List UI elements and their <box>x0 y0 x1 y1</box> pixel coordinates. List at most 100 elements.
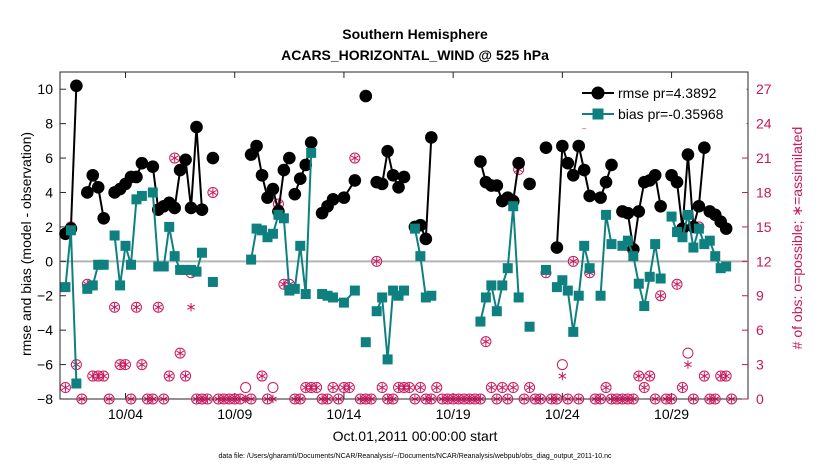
obs-assimilated-point <box>132 303 141 312</box>
obs-assimilated-point <box>350 153 359 163</box>
bias-point <box>295 240 306 251</box>
obs-assimilated-point <box>105 394 114 404</box>
obs-possible-point <box>524 382 536 394</box>
obs-possible-point <box>125 393 137 405</box>
obs-assimilated-point <box>367 394 376 404</box>
obs-assimilated-point <box>498 383 507 392</box>
bias-point <box>497 280 508 291</box>
legend-rmse-label: rmse pr=4.3892 <box>618 85 717 101</box>
rmse-point <box>375 177 389 191</box>
x-tick-label: 10/09 <box>217 406 252 422</box>
obs-assimilated-point <box>574 394 583 404</box>
bias-point <box>169 251 180 262</box>
rmse-point <box>130 170 143 184</box>
obs-possible-point <box>76 393 88 405</box>
footnote: data file: /Users/gharamti/Documents/NCA… <box>218 453 612 460</box>
rmse-point <box>173 163 187 177</box>
bias-point <box>595 290 606 301</box>
obs-assimilated-point <box>411 394 419 404</box>
bias-point <box>502 263 513 274</box>
obs-possible-point <box>676 382 688 394</box>
chart-subtitle: ACARS_HORIZONTAL_WIND @ 525 hPa <box>281 47 549 63</box>
obs-assimilated-point <box>187 303 195 312</box>
obs-assimilated-point <box>645 371 654 381</box>
rmse-point <box>490 179 504 192</box>
rmse-point <box>86 168 100 182</box>
obs-possible-point <box>600 382 612 394</box>
obs-assimilated-point <box>525 383 534 392</box>
obs-possible-point <box>431 382 443 394</box>
x-tick-label: 10/19 <box>436 406 471 422</box>
obs-assimilated-point <box>138 360 146 369</box>
bias-point <box>677 232 688 243</box>
rmse-point <box>293 172 307 186</box>
rmse-point <box>348 174 362 187</box>
obs-assimilated-point <box>176 348 185 358</box>
bias-point <box>322 290 333 301</box>
rmse-point <box>425 131 438 144</box>
rmse-point <box>594 191 607 204</box>
obs-assimilated-point <box>656 291 665 300</box>
bias-point <box>131 194 142 205</box>
obs-assimilated-point <box>684 360 692 369</box>
rmse-point <box>91 181 105 194</box>
bias-point <box>584 263 595 274</box>
bias-point <box>338 297 349 308</box>
obs-assimilated-point <box>503 394 512 404</box>
obs-possible-point <box>671 278 683 290</box>
bias-point <box>622 235 633 246</box>
bias-point <box>606 239 617 250</box>
bias-point <box>60 282 71 293</box>
bias-point <box>688 242 699 253</box>
obs-assimilated-point <box>389 394 397 404</box>
obs-assimilated-point <box>258 371 266 381</box>
bias-point <box>666 211 677 222</box>
obs-possible-point <box>207 186 219 198</box>
obs-assimilated-point <box>61 383 70 392</box>
obs-possible-point <box>567 255 579 267</box>
bias-point <box>251 223 262 234</box>
bias-point <box>82 283 93 294</box>
obs-assimilated-point <box>722 371 731 381</box>
obs-possible-point <box>158 393 170 405</box>
obs-assimilated-point <box>127 394 135 404</box>
bias-point <box>601 209 612 220</box>
obs-possible-point <box>507 382 519 394</box>
rmse-point <box>184 201 198 215</box>
bias-point <box>491 306 502 317</box>
obs-possible-point <box>638 382 650 394</box>
bias-point <box>65 225 76 236</box>
obs-possible-point <box>376 382 388 394</box>
rmse-point <box>288 187 302 201</box>
obs-possible-point <box>502 393 514 405</box>
bias-point <box>98 259 109 270</box>
bias-point <box>568 326 579 337</box>
bias-point <box>207 276 218 287</box>
rmse-point <box>566 168 580 182</box>
obs-assimilated-point <box>569 257 578 266</box>
x-axis-label: Oct.01,2011 00:00:00 start <box>333 428 498 444</box>
bias-point <box>388 285 399 296</box>
bias-point <box>639 301 650 312</box>
obs-possible-point <box>103 393 115 405</box>
obs-assimilated-point <box>296 394 305 404</box>
obs-assimilated-point <box>181 371 190 381</box>
legend-box <box>577 79 747 129</box>
bias-point <box>153 261 164 272</box>
bias-point <box>273 209 284 220</box>
rmse-point <box>195 203 209 216</box>
bias-point <box>633 278 644 289</box>
bias-point <box>158 261 169 272</box>
bias-point <box>382 354 393 365</box>
rmse-point <box>648 168 662 182</box>
rmse-point <box>397 170 411 184</box>
bias-point <box>267 228 278 239</box>
obs-possible-point <box>163 370 175 382</box>
rmse-point <box>583 189 596 203</box>
obs-possible-point <box>414 382 426 394</box>
bias-point <box>175 264 186 275</box>
obs-assimilated-point <box>673 280 681 289</box>
obs-assimilated-point <box>667 394 676 404</box>
y2-tick-label: 24 <box>756 116 772 132</box>
